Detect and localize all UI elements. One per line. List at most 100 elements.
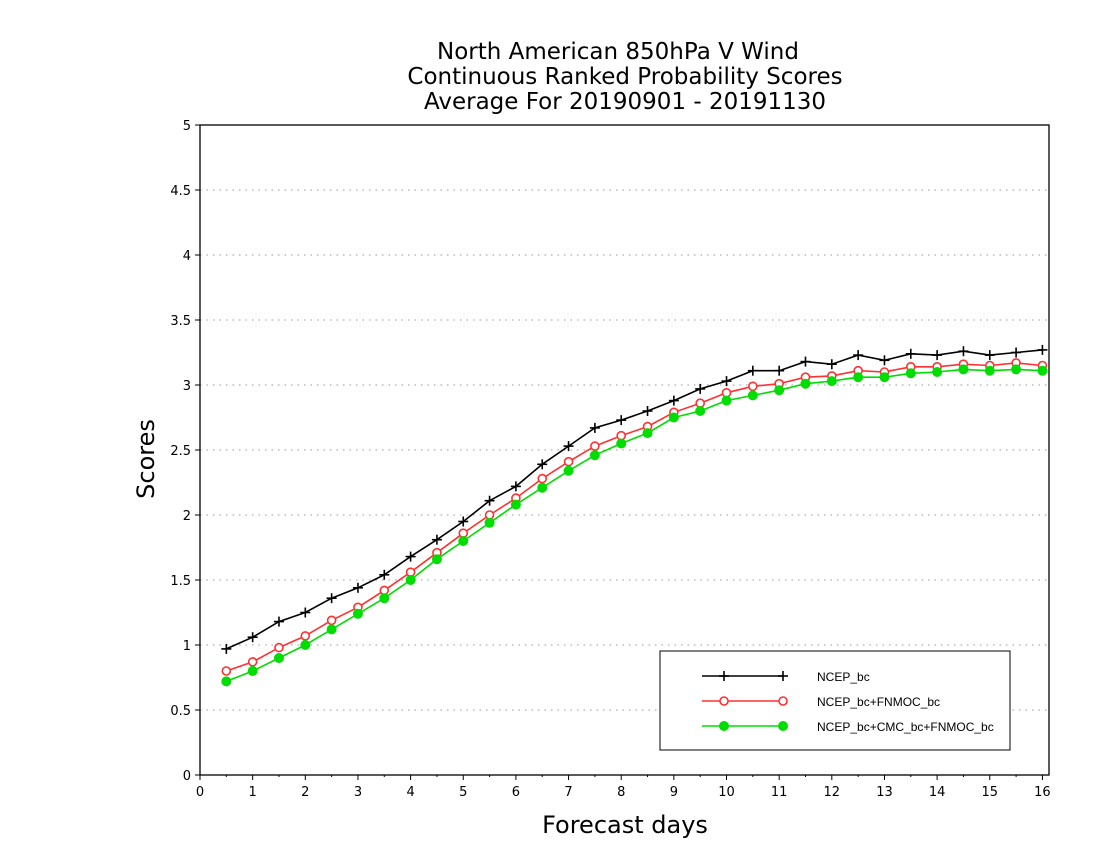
- x-axis-title: Forecast days: [542, 811, 708, 839]
- data-point: [589, 422, 600, 433]
- x-tick-label: 2: [301, 785, 309, 800]
- data-point: [458, 516, 469, 527]
- data-point: [853, 350, 864, 361]
- data-point: [1011, 347, 1022, 358]
- data-point: [405, 575, 416, 585]
- data-point: [905, 348, 916, 359]
- data-point: [221, 676, 232, 687]
- data-point: [984, 350, 995, 361]
- data-point: [958, 364, 969, 375]
- data-point: [932, 350, 943, 361]
- series-1: [221, 358, 1048, 676]
- data-point: [1011, 364, 1022, 375]
- x-tick-label: 0: [196, 785, 204, 800]
- legend-marker: [719, 721, 729, 731]
- y-tick-label: 1.5: [170, 574, 191, 589]
- x-tick-label: 14: [929, 785, 946, 800]
- series-line: [225, 349, 1043, 650]
- data-point: [800, 378, 811, 389]
- data-point: [537, 473, 548, 484]
- y-tick-label: 1: [183, 639, 191, 654]
- legend: NCEP_bc NCEP_bc+FNMOC_bc NCEP_bc+CMC_bc+FN…: [659, 650, 1011, 751]
- x-tick-label: 12: [824, 785, 841, 800]
- data-point: [510, 499, 521, 510]
- data-point: [747, 390, 758, 401]
- data-point: [721, 376, 732, 387]
- data-point: [668, 412, 679, 423]
- data-point: [1037, 365, 1048, 376]
- x-tick-label: 6: [512, 785, 520, 800]
- data-point: [905, 368, 916, 379]
- y-tick-label: 5: [183, 119, 191, 134]
- data-point: [273, 616, 284, 627]
- legend-marker: [778, 671, 788, 681]
- chart-title-line-3: Average For 20190901 - 20191130: [424, 89, 826, 115]
- data-point: [458, 536, 469, 546]
- legend-entry-0: NCEP_bc: [702, 670, 870, 684]
- data-point: [537, 459, 548, 470]
- data-point: [1037, 344, 1048, 355]
- x-tick-label: 8: [617, 785, 625, 800]
- legend-entries: NCEP_bc NCEP_bc+FNMOC_bc NCEP_bc+CMC_bc+FN…: [702, 670, 994, 734]
- y-tick-label: 3.5: [170, 314, 191, 329]
- chart-title-line-1: North American 850hPa V Wind: [437, 39, 799, 65]
- data-point: [510, 481, 521, 492]
- axes: 00.511.522.533.544.550 1 2 3 4 5 6 7 8 9 10 11 12 13 1…: [170, 119, 1050, 800]
- data-point: [300, 631, 311, 641]
- legend-marker: [778, 721, 788, 731]
- y-tick-label: 0.5: [170, 704, 191, 719]
- x-tick-label: 10: [718, 785, 735, 800]
- data-point: [721, 387, 732, 398]
- legend-entry-2: NCEP_bc+CMC_bc+FNMOC_bc: [702, 720, 994, 734]
- legend-label: NCEP_bc+CMC_bc+FNMOC_bc: [817, 720, 994, 734]
- data-point: [431, 534, 442, 545]
- data-point: [274, 642, 284, 653]
- y-tick-label: 2: [183, 509, 191, 524]
- data-point: [800, 356, 811, 367]
- data-point: [352, 582, 363, 593]
- legend-marker: [778, 696, 788, 706]
- y-tick-label: 4.5: [170, 184, 191, 199]
- x-tick-label: 1: [249, 785, 257, 800]
- x-tick-label: 16: [1034, 785, 1051, 800]
- data-point: [695, 383, 706, 394]
- data-point: [431, 554, 442, 565]
- data-point: [984, 365, 995, 376]
- x-tick-label: 9: [670, 785, 678, 800]
- x-tick-label: 7: [564, 785, 572, 800]
- y-tick-label: 3: [183, 379, 191, 394]
- data-point: [221, 666, 232, 676]
- y-axis-title: Scores: [132, 419, 160, 499]
- data-point: [379, 569, 390, 580]
- data-point: [642, 428, 653, 439]
- data-point: [484, 517, 495, 528]
- data-point: [826, 359, 837, 370]
- chart-title-line-2: Continuous Ranked Probability Scores: [407, 64, 842, 90]
- legend-marker: [719, 696, 729, 706]
- data-point: [774, 385, 785, 396]
- legend-label: NCEP_bc: [817, 670, 870, 684]
- x-tick-label: 4: [406, 785, 414, 800]
- series-line: [226, 362, 1043, 672]
- data-point: [326, 593, 337, 604]
- series-0: [221, 344, 1048, 654]
- data-point: [247, 657, 258, 667]
- legend-label: NCEP_bc+FNMOC_bc: [817, 695, 940, 709]
- data-point: [826, 376, 837, 387]
- data-point: [958, 346, 969, 357]
- data-point: [247, 632, 258, 643]
- y-tick-label: 0: [183, 769, 191, 784]
- data-point: [247, 666, 258, 676]
- data-point: [563, 456, 574, 467]
- x-tick-label: 15: [981, 785, 998, 800]
- data-point: [352, 608, 363, 619]
- data-point: [668, 395, 679, 406]
- data-point: [932, 367, 943, 377]
- data-point: [695, 406, 706, 416]
- data-point: [616, 438, 627, 449]
- data-point: [616, 415, 627, 426]
- data-point: [379, 593, 390, 604]
- data-point: [879, 372, 890, 383]
- data-point: [273, 653, 284, 663]
